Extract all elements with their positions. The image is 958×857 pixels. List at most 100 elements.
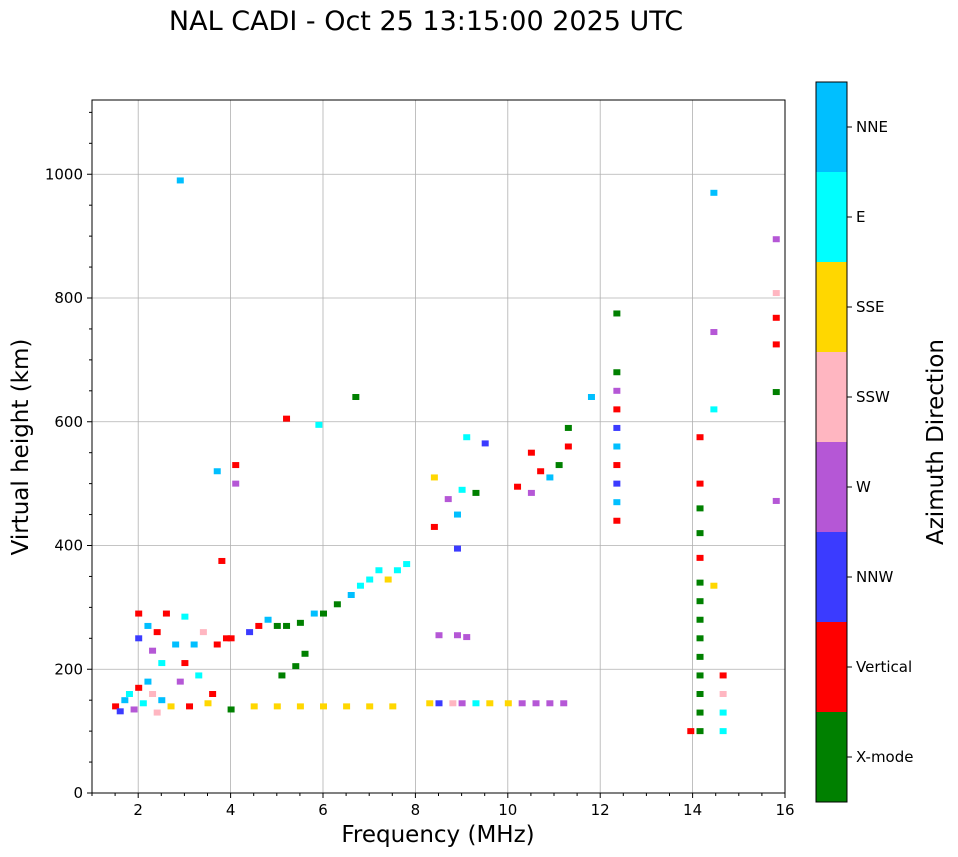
data-point (458, 700, 466, 707)
data-point (772, 341, 780, 348)
data-point (772, 389, 780, 396)
data-point (116, 708, 124, 715)
data-point (199, 629, 207, 636)
data-point (343, 703, 351, 710)
x-tick-label: 6 (318, 801, 328, 819)
data-point (149, 691, 157, 697)
x-axis-ticks: 2 4 6 8 10 12 14 16 (91, 793, 795, 819)
data-point (453, 511, 461, 518)
data-point (504, 700, 512, 707)
data-point (162, 610, 170, 617)
colorbar-tick-label: SSE (856, 298, 885, 316)
colorbar-tick-label: X-mode (856, 748, 913, 766)
data-point (527, 489, 535, 496)
data-point (696, 728, 704, 735)
data-point (514, 483, 522, 490)
data-point (384, 576, 392, 583)
data-point (310, 610, 318, 617)
x-tick-label: 2 (133, 801, 143, 819)
data-point (153, 629, 161, 636)
data-point (296, 619, 304, 626)
y-tick-label: 200 (54, 660, 83, 678)
data-point (472, 700, 480, 707)
data-point (696, 691, 704, 697)
data-point (366, 576, 374, 583)
colorbar-segment (816, 172, 847, 262)
data-point (613, 480, 621, 487)
data-point (176, 177, 184, 184)
data-point (352, 394, 360, 400)
chart-title: NAL CADI - Oct 25 13:15:00 2025 UTC (168, 6, 684, 37)
data-point (149, 647, 157, 654)
x-tick-label: 10 (498, 801, 517, 819)
data-point (527, 449, 535, 456)
colorbar-frame (815, 81, 848, 803)
y-tick-label: 800 (54, 289, 83, 307)
data-point (315, 421, 323, 428)
data-point (613, 310, 621, 317)
data-point (613, 387, 621, 394)
data-point (153, 709, 161, 716)
grid-lines (92, 100, 786, 794)
x-tick-label: 16 (775, 801, 794, 819)
data-point (772, 314, 780, 321)
x-tick-label: 4 (226, 801, 236, 819)
data-point (587, 394, 595, 400)
colorbar-segment (816, 442, 847, 532)
data-point (393, 567, 401, 574)
data-point (273, 703, 281, 710)
data-point (430, 474, 438, 481)
data-point (176, 678, 184, 685)
data-point (283, 622, 291, 629)
data-point (613, 369, 621, 376)
data-point (375, 567, 383, 574)
data-point (172, 641, 180, 648)
data-point (144, 678, 152, 685)
data-point (227, 635, 235, 642)
colorbar-segment (816, 82, 847, 172)
data-point (537, 468, 545, 475)
data-point (719, 728, 727, 735)
data-point (532, 700, 540, 707)
data-point (320, 703, 327, 710)
data-point (696, 554, 704, 561)
data-point (463, 634, 471, 641)
y-tick-label: 1000 (45, 165, 83, 183)
x-tick-label: 8 (411, 801, 421, 819)
data-point (204, 700, 212, 707)
data-point (486, 700, 494, 707)
data-point (710, 329, 718, 336)
data-point (232, 480, 240, 487)
data-point (167, 703, 175, 710)
colorbar-tick-label: SSW (856, 388, 890, 406)
data-point (564, 424, 572, 431)
data-point (213, 468, 221, 475)
data-point (292, 663, 300, 670)
data-point (112, 703, 120, 710)
colorbar-segment (816, 532, 847, 622)
colorbar-segment (816, 352, 847, 442)
y-axis-ticks: 0 200 400 600 800 1000 (45, 111, 92, 802)
data-point (772, 236, 780, 243)
data-point (719, 672, 727, 679)
data-point (296, 703, 304, 710)
y-tick-label: 400 (54, 537, 83, 555)
data-point (481, 440, 489, 447)
data-point (195, 672, 203, 679)
colorbar-tick-label: E (856, 208, 865, 226)
data-point (426, 700, 434, 707)
data-point (430, 523, 438, 530)
data-point (560, 700, 568, 707)
data-point (696, 653, 704, 660)
data-point (264, 616, 272, 623)
data-point (250, 703, 258, 710)
data-point (232, 462, 240, 469)
data-point (181, 660, 189, 667)
x-tick-label: 14 (683, 801, 702, 819)
data-point (135, 684, 143, 691)
data-point (687, 728, 695, 735)
data-point (246, 629, 254, 636)
data-point (121, 697, 129, 704)
data-point (209, 691, 217, 697)
